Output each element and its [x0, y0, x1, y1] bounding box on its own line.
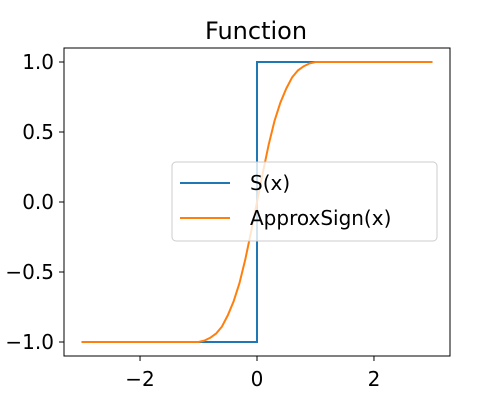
x-tick-label: 0 [251, 367, 264, 391]
y-tick-label: 0.0 [22, 190, 54, 214]
y-tick-label: 0.5 [22, 120, 54, 144]
x-tick-label: 2 [368, 367, 381, 391]
plot-frame [63, 47, 451, 357]
legend-label-approxsign: ApproxSign(x) [250, 206, 391, 230]
y-tick-label: 1.0 [22, 50, 54, 74]
y-tick-label: −1.0 [5, 330, 54, 354]
y-axis: −1.0 −0.5 0.0 0.5 1.0 [5, 50, 64, 354]
legend-box [171, 161, 438, 242]
x-axis: −2 0 2 [125, 356, 380, 391]
y-tick-label: −0.5 [5, 260, 54, 284]
x-tick-label: −2 [125, 367, 154, 391]
legend: S(x) ApproxSign(x) [171, 161, 438, 242]
legend-label-s: S(x) [250, 171, 290, 195]
chart-title: Function [205, 17, 307, 45]
